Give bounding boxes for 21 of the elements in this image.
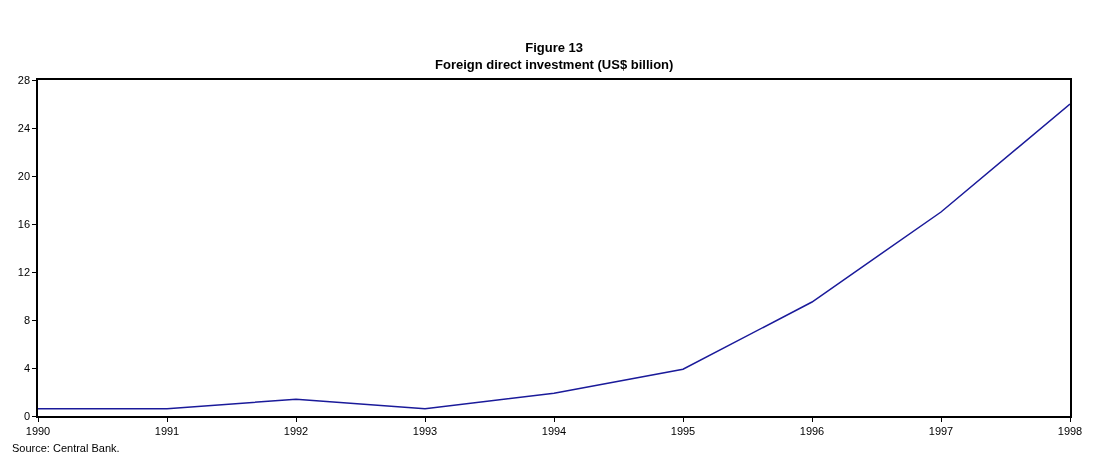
- y-tick-label: 28: [17, 73, 31, 86]
- x-tick-label: 1996: [799, 424, 825, 437]
- x-tick-label: 1995: [670, 424, 696, 437]
- y-tick-label: 20: [17, 169, 31, 182]
- y-tick-label: 0: [23, 409, 31, 422]
- y-tick-label: 16: [17, 217, 31, 230]
- x-tick-label: 1992: [283, 424, 309, 437]
- y-tick-label: 24: [17, 121, 31, 134]
- chart-subtitle: Foreign direct investment (US$ billion): [435, 56, 674, 72]
- y-tick-label: 8: [23, 313, 31, 326]
- line-series: [38, 103, 1070, 410]
- x-tick-label: 1998: [1057, 424, 1083, 437]
- y-tick-label: 12: [17, 265, 31, 278]
- x-tick-label: 1991: [154, 424, 180, 437]
- chart-title: Figure 13: [525, 40, 584, 55]
- x-tick-label: 1997: [928, 424, 954, 437]
- x-tick-label: 1994: [541, 424, 567, 437]
- y-tick-label: 4: [23, 361, 31, 374]
- source-note: Source: Central Bank.: [12, 442, 120, 454]
- x-tick-label: 1990: [25, 424, 51, 437]
- x-tick-label: 1993: [412, 424, 438, 437]
